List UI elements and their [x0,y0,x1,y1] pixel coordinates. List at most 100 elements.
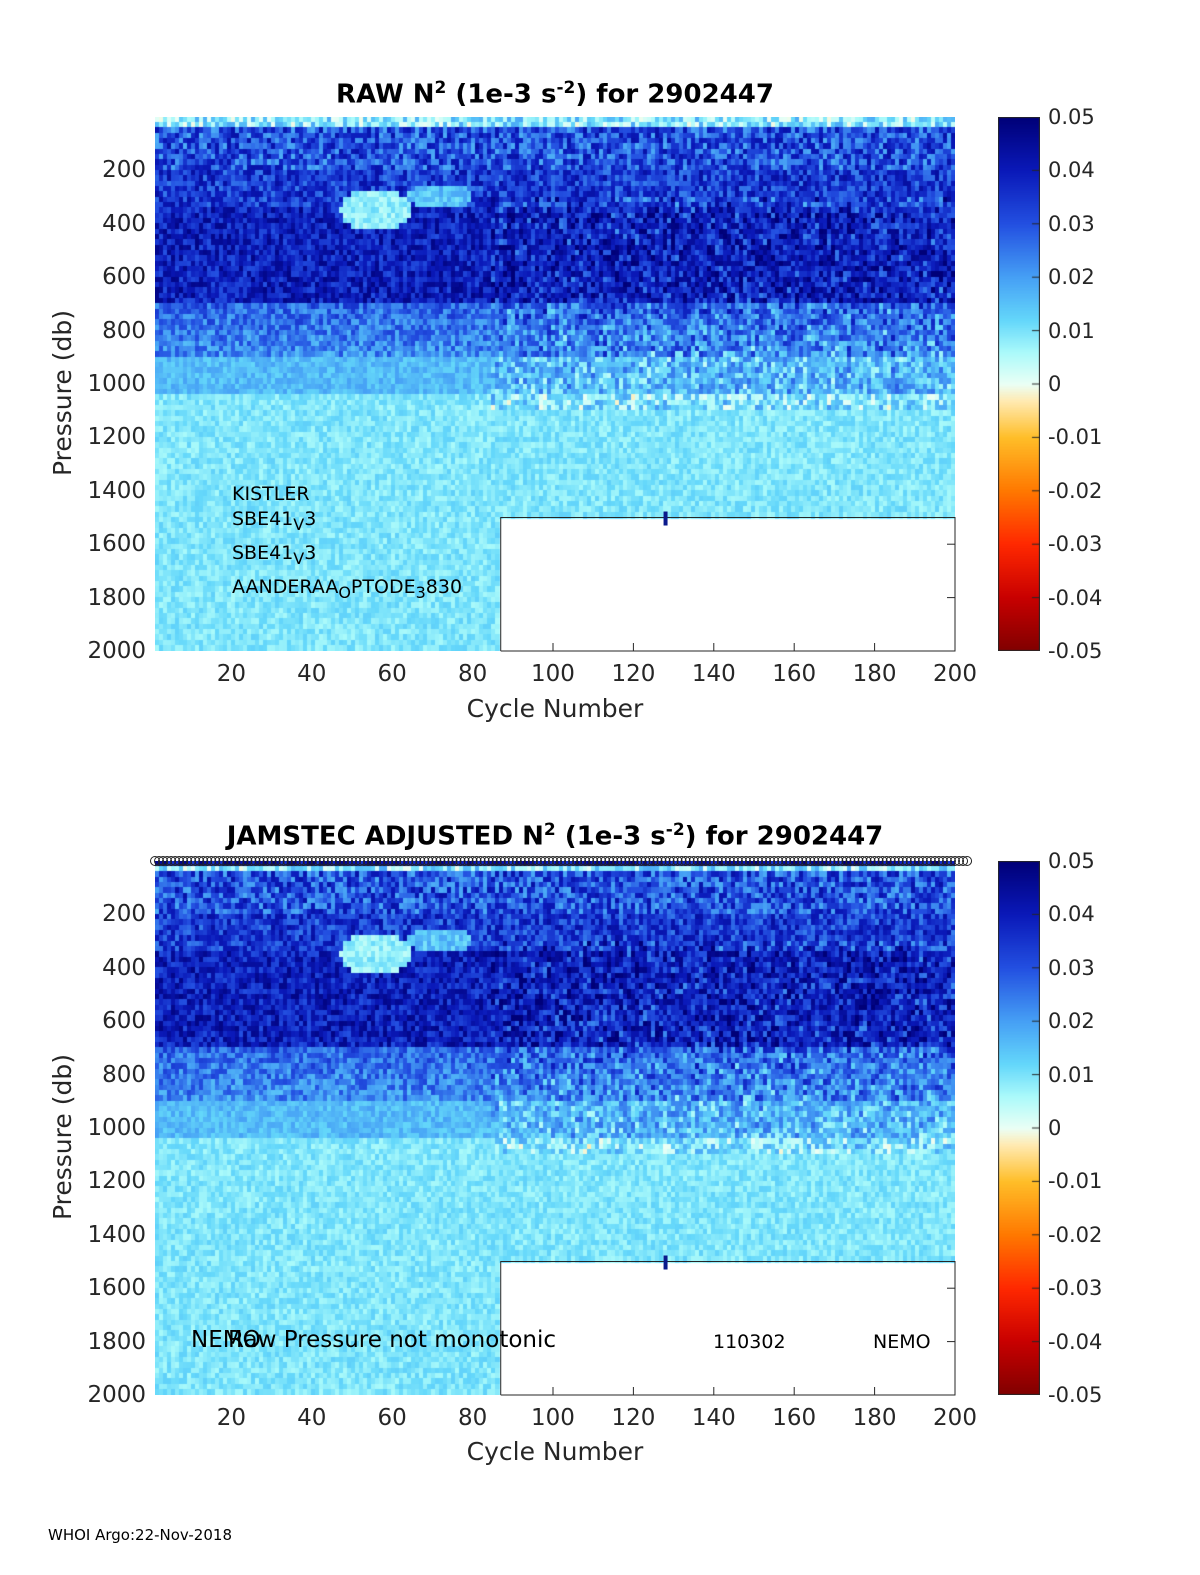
colorbar-tick-label: 0.03 [1048,955,1095,980]
qc-circle-marker [608,856,619,866]
y-tick-label: 800 [102,1061,146,1088]
qc-circle-marker [363,856,374,866]
sensor-label-sbe41-1: SBE41V3 [232,508,317,534]
qc-circle-marker [684,856,695,866]
qc-circle-marker [459,856,470,866]
annotation-nemo-left: NEMO [191,1327,261,1353]
qc-circle-marker [375,856,386,866]
qc-circle-marker [539,856,550,866]
qc-circle-marker [716,856,727,866]
qc-circle-marker [166,856,177,866]
qc-circle-marker [929,856,940,866]
qc-circle-marker [893,856,904,866]
y-tick-label: 600 [102,264,146,291]
qc-circle-marker [841,856,852,866]
x-tick-label: 40 [297,1405,327,1431]
y-tick-label: 1800 [87,1328,146,1355]
x-tick-label: 60 [377,1405,407,1431]
qc-circle-marker [455,856,466,866]
qc-circle-marker [519,856,530,866]
qc-circle-marker [194,856,205,866]
qc-circle-marker [507,856,518,866]
qc-circle-marker [821,856,832,866]
qc-circle-marker [596,856,607,866]
qc-circle-marker [744,856,755,866]
x-tick-label: 120 [611,1405,656,1431]
qc-circle-marker [572,856,583,866]
qc-circle-marker [427,856,438,866]
qc-circle-marker [632,856,643,866]
qc-circle-marker [560,856,571,866]
y-axis-label: Pressure (db) [48,1054,77,1220]
qc-circle-marker [270,856,281,866]
qc-circle-marker [326,856,337,866]
qc-circle-marker [865,856,876,866]
qc-circle-marker [294,856,305,866]
qc-circle-marker [901,856,912,866]
colorbar-tick-label: -0.01 [1048,1169,1103,1194]
qc-circle-marker [925,856,936,866]
qc-circle-marker [210,856,221,866]
qc-circle-marker [636,856,647,866]
qc-circle-marker [813,856,824,866]
x-tick-label: 40 [297,661,327,687]
qc-circle-marker [805,856,816,866]
colorbar-tick-label: -0.01 [1048,425,1103,450]
qc-circle-marker [761,856,772,866]
qc-circle-marker [355,856,366,866]
footer-credit: WHOI Argo:22-Nov-2018 [48,1526,232,1544]
qc-circle-marker [407,856,418,866]
colorbar-tick-label: 0.04 [1048,902,1095,927]
colorbar-tick-label: 0.05 [1048,105,1095,129]
qc-circle-marker [612,856,623,866]
x-tick-label: 20 [216,1405,247,1431]
qc-circle-marker [246,856,257,866]
qc-circle-marker [954,856,965,866]
y-tick-label: 600 [102,1008,146,1035]
qc-circle-marker [262,856,273,866]
qc-circle-marker [941,856,952,866]
qc-circle-marker [282,856,293,866]
qc-circle-marker [644,856,655,866]
colorbar-tick-label: -0.03 [1048,1276,1103,1301]
colorbar-tick-label: 0.01 [1048,1062,1095,1087]
sensor-label-sbe41-2: SBE41V3 [232,542,317,568]
qc-circle-marker [845,856,856,866]
colorbar-tick-label: 0.04 [1048,158,1095,183]
x-tick-label: 140 [691,661,736,687]
qc-circle-marker [439,856,450,866]
qc-circle-marker [869,856,880,866]
qc-circle-marker [403,856,414,866]
qc-circle-marker [769,856,780,866]
qc-circle-marker [580,856,591,866]
colorbar [998,861,1040,1395]
qc-circle-marker [829,856,840,866]
qc-circle-marker [885,856,896,866]
x-tick-label: 140 [691,1405,736,1431]
qc-circle-marker [214,856,225,866]
qc-circle-marker [170,856,181,866]
x-tick-label: 180 [852,661,897,687]
heatmap-plot-area [155,117,956,652]
x-tick-label: 60 [377,661,407,687]
qc-circle-marker [419,856,430,866]
annotation-110302: 110302 [713,1331,786,1353]
qc-circle-marker [206,856,217,866]
qc-circle-marker [290,856,301,866]
y-tick-label: 2000 [87,1382,146,1408]
qc-circle-marker [547,856,558,866]
qc-circle-marker [853,856,864,866]
qc-circle-marker [958,856,969,866]
qc-circle-marker [314,856,325,866]
qc-circle-marker [777,856,788,866]
qc-circle-marker [668,856,679,866]
qc-circle-marker [785,856,796,866]
qc-circle-marker [552,856,563,866]
qc-circle-marker [431,856,442,866]
qc-circle-marker [186,856,197,866]
qc-circle-marker [334,856,345,866]
y-tick-label: 800 [102,317,146,344]
y-tick-label: 2000 [87,638,146,664]
qc-circle-marker [483,856,494,866]
qc-circle-marker [479,856,490,866]
